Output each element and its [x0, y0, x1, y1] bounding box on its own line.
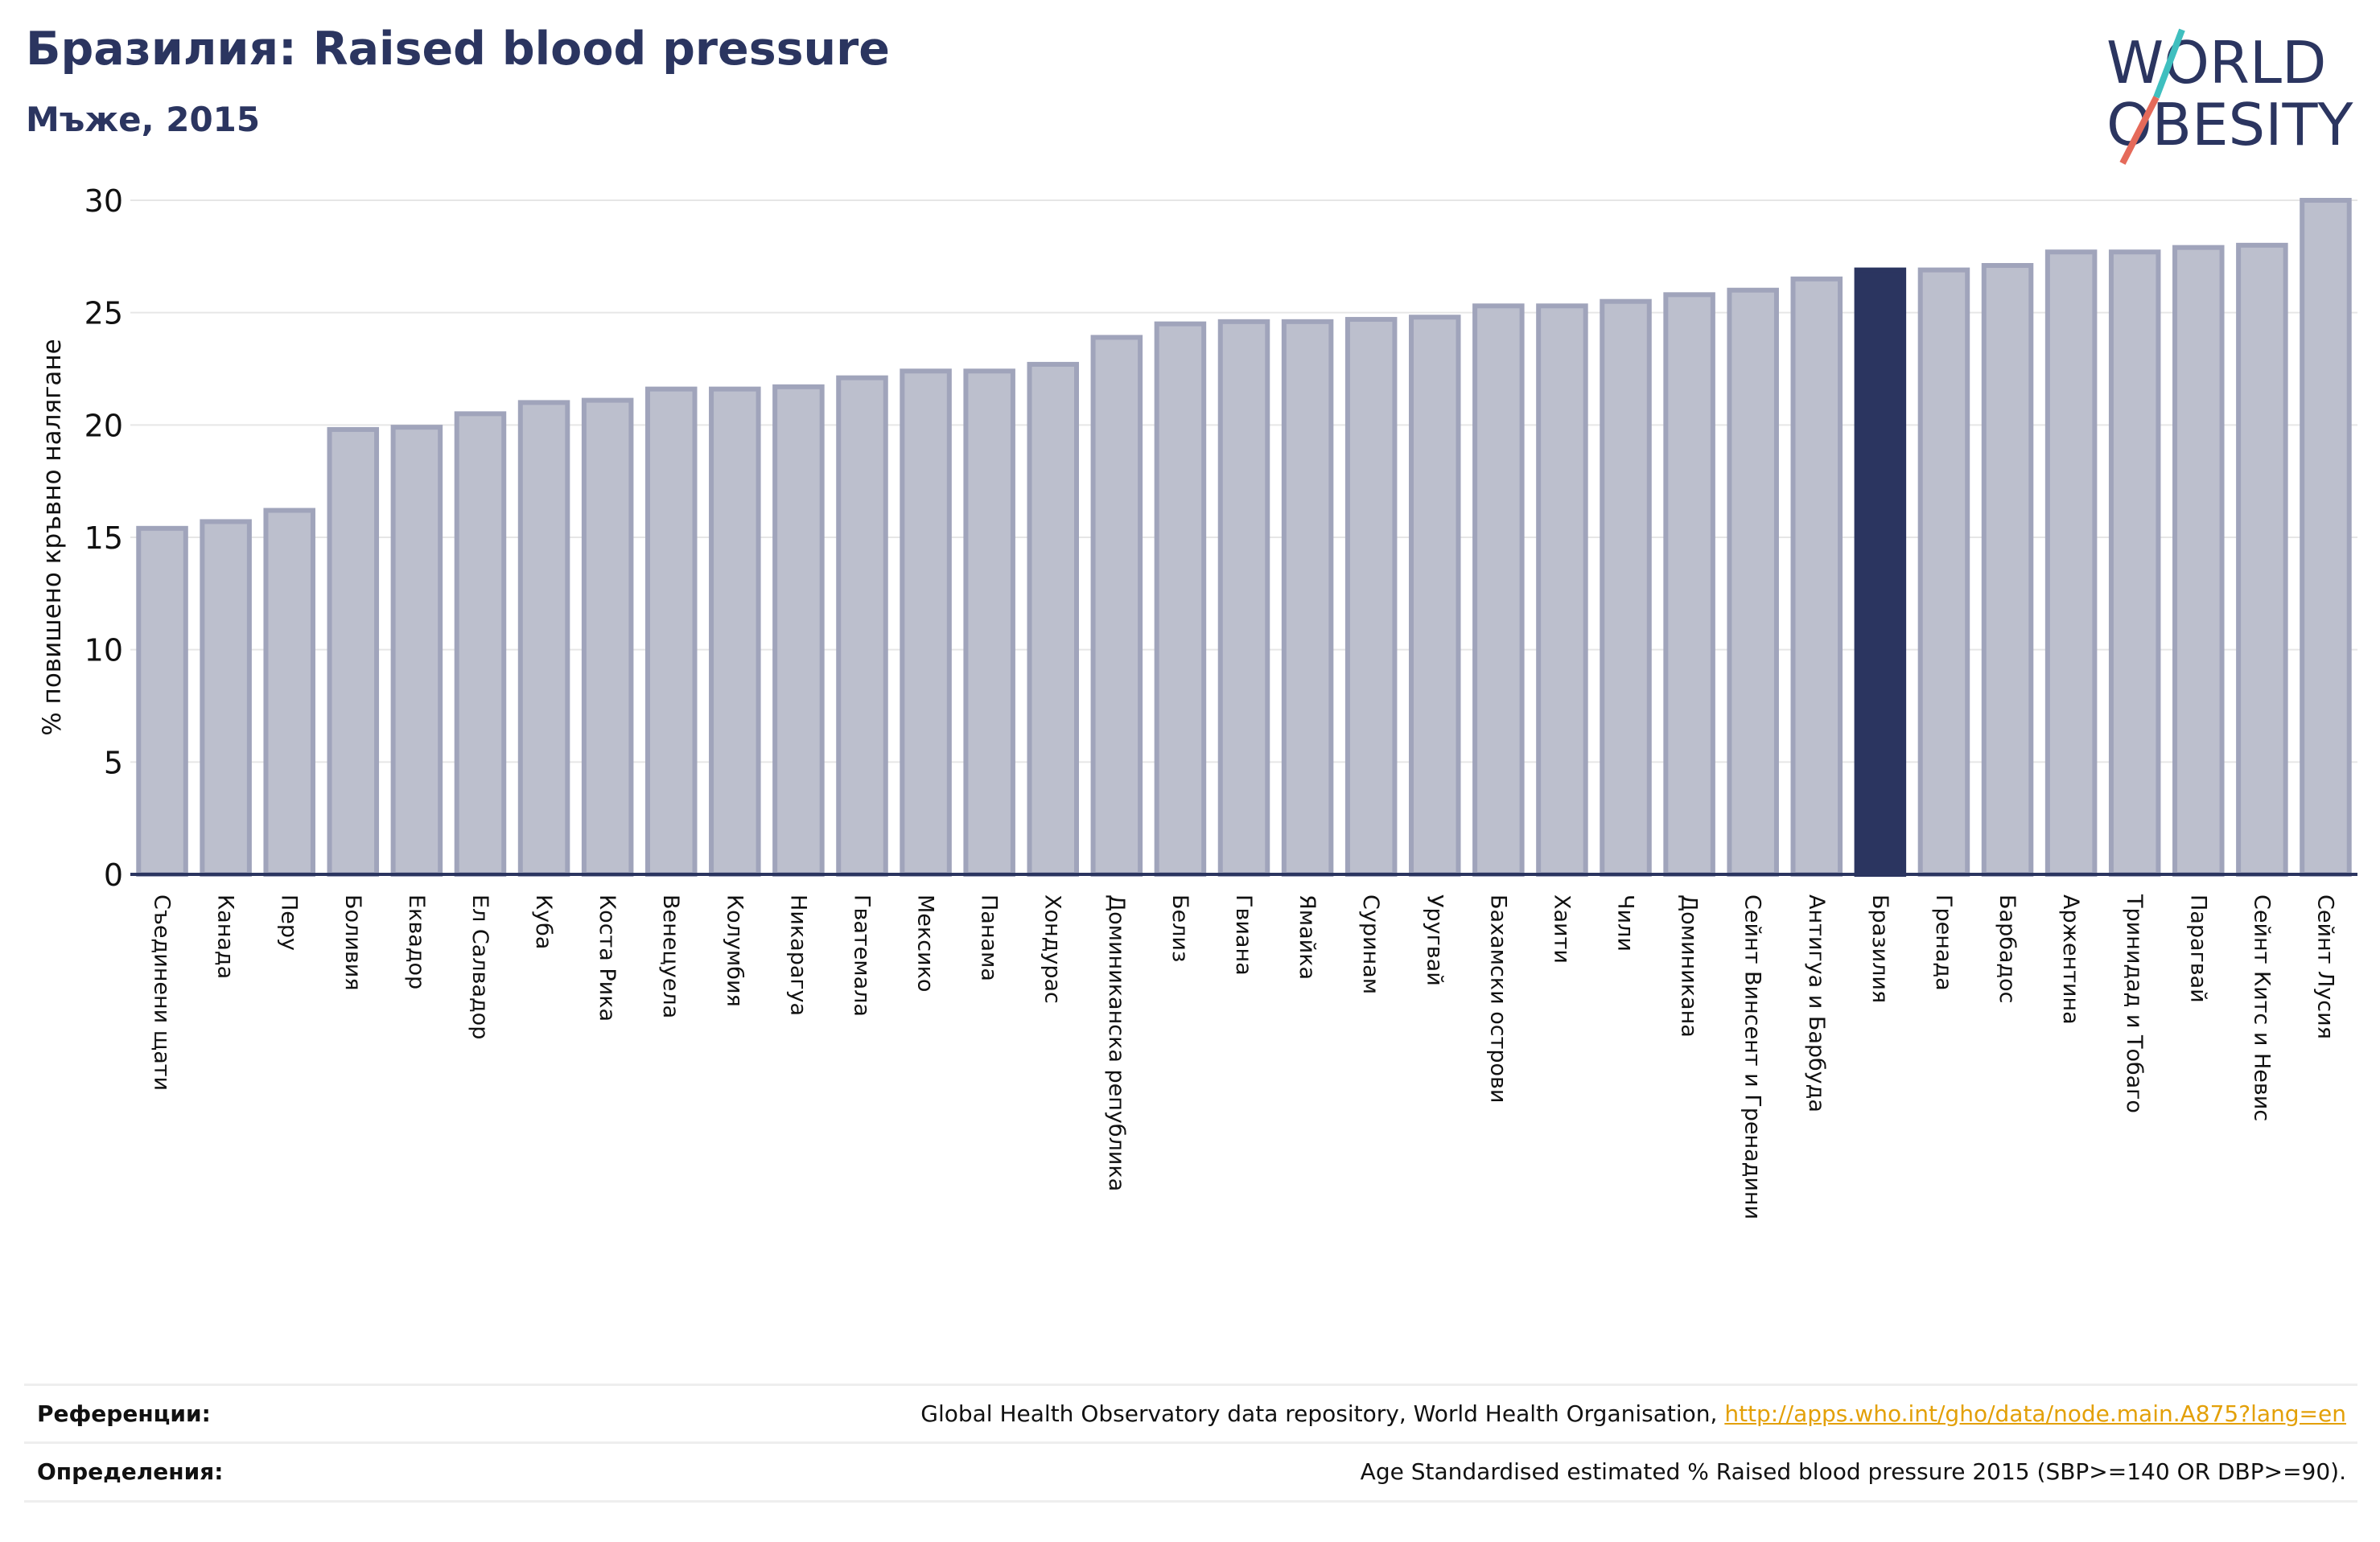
x-tick-label: Антигуа и Барбуда: [1804, 894, 1829, 1112]
x-tick-label: Хаити: [1549, 894, 1574, 964]
x-tick-label: Сейнт Китс и Невис: [2249, 894, 2274, 1121]
x-tick-label: Мексико: [913, 894, 938, 992]
definitions-value: Age Standardised estimated % Raised bloo…: [1360, 1458, 2346, 1485]
logo-line-2: OBESITY: [2106, 91, 2353, 158]
bar: [1408, 315, 1461, 877]
bar: [2236, 242, 2288, 878]
bar: [1727, 287, 1779, 877]
bar: [1790, 276, 1843, 877]
x-tick-label: Еквадор: [404, 894, 429, 989]
bar: [1536, 303, 1588, 877]
bar: [963, 368, 1015, 877]
bar: [1027, 361, 1080, 877]
logo-line-1: WORLD: [2106, 29, 2326, 97]
bar: [1917, 267, 1970, 877]
x-tick-label: Канада: [213, 894, 238, 979]
x-tick-label: Коста Рика: [595, 894, 620, 1022]
bar: [1600, 298, 1652, 877]
footer-divider: [24, 1500, 2357, 1503]
page-subtitle: Мъже, 2015: [26, 100, 261, 139]
bar: [1981, 263, 2034, 877]
bar: [2300, 198, 2352, 877]
y-tick-label: 5: [104, 745, 123, 780]
bar: [581, 397, 634, 877]
bar: [454, 411, 507, 877]
x-tick-label: Съединени щати: [150, 894, 175, 1091]
x-tick-label: Бразилия: [1867, 894, 1892, 1003]
x-tick-label: Гватемала: [849, 894, 874, 1017]
y-tick-label: 15: [84, 520, 123, 556]
definitions-row: Определения: Age Standardised estimated …: [24, 1441, 2357, 1499]
references-value: Global Health Observatory data repositor…: [920, 1400, 2357, 1427]
bar: [390, 425, 443, 877]
x-tick-label: Никарагуа: [785, 894, 810, 1016]
references-text: Global Health Observatory data repositor…: [920, 1400, 1725, 1427]
references-link[interactable]: http://apps.who.int/gho/data/node.main.A…: [1724, 1400, 2346, 1427]
references-label: Референции:: [37, 1400, 211, 1427]
bar: [900, 368, 952, 877]
x-tick-label: Бахамски острови: [1485, 894, 1510, 1103]
x-tick-label: Венецуела: [658, 894, 683, 1018]
x-tick-label: Ел Салвадор: [467, 894, 492, 1039]
bar: [136, 525, 188, 877]
y-tick-label: 25: [84, 296, 123, 331]
bar: [2172, 245, 2225, 878]
x-tick-label: Перу: [277, 894, 302, 951]
x-tick-label: Уругвай: [1422, 894, 1447, 986]
bar: [1344, 317, 1398, 877]
y-tick-label: 10: [84, 633, 123, 668]
bar: [327, 426, 380, 877]
y-tick-label: 30: [84, 183, 123, 219]
y-axis-label: % повишено кръвно налягане: [38, 339, 67, 736]
x-tick-label: Куба: [531, 894, 556, 949]
bar: [1472, 303, 1525, 877]
x-tick-label: Белиз: [1167, 894, 1192, 962]
bar: [200, 519, 252, 877]
x-tick-label: Сейнт Винсент и Гренадини: [1740, 894, 1765, 1219]
page-title: Бразилия: Raised blood pressure: [26, 23, 890, 76]
bar: [1663, 292, 1715, 877]
bar: [2044, 249, 2098, 878]
bar: [772, 384, 825, 877]
bar: [1090, 335, 1143, 878]
bar: [836, 375, 888, 877]
x-tick-label: Барбадос: [1995, 894, 2020, 1003]
x-tick-label: Чили: [1613, 894, 1638, 952]
bar-chart: 0 5 10 15 20 25 30 % повишено кръвно налягане Съ…: [38, 183, 2357, 1219]
y-tick-label: 20: [84, 408, 123, 443]
y-tick-label: 0: [104, 857, 123, 893]
x-tick-label: Доминиканска република: [1104, 894, 1129, 1191]
x-tick-label: Панама: [977, 894, 1002, 981]
x-tick-label: Аржентина: [2058, 894, 2083, 1025]
x-tick-label: Тринидад и Тобаго: [2122, 894, 2147, 1113]
x-tick-label: Сейнт Лусия: [2312, 894, 2337, 1039]
x-tick-label: Ямайка: [1295, 894, 1320, 980]
x-tick-label: Боливия: [340, 894, 365, 991]
bar: [2108, 249, 2161, 878]
x-tick-label: Хондурас: [1040, 894, 1065, 1004]
x-tick-label: Доминикана: [1677, 894, 1702, 1038]
bar: [1281, 319, 1334, 877]
references-row: Референции: Global Health Observatory da…: [24, 1384, 2357, 1441]
definitions-label: Определения:: [37, 1458, 224, 1485]
bar: [263, 508, 315, 877]
bar: [709, 386, 761, 877]
bar: [1854, 267, 1907, 877]
bar: [644, 386, 698, 877]
bar: [1154, 321, 1207, 877]
x-tick-label: Суринам: [1358, 894, 1383, 994]
bar: [1217, 319, 1270, 877]
bar: [517, 400, 570, 877]
x-tick-label: Гвиана: [1231, 894, 1256, 976]
x-tick-label: Колумбия: [722, 894, 747, 1007]
x-tick-label: Гренада: [1931, 894, 1956, 991]
x-tick-label: Парагвай: [2185, 894, 2210, 1003]
world-obesity-logo: WORLD OBESITY: [2106, 28, 2353, 165]
